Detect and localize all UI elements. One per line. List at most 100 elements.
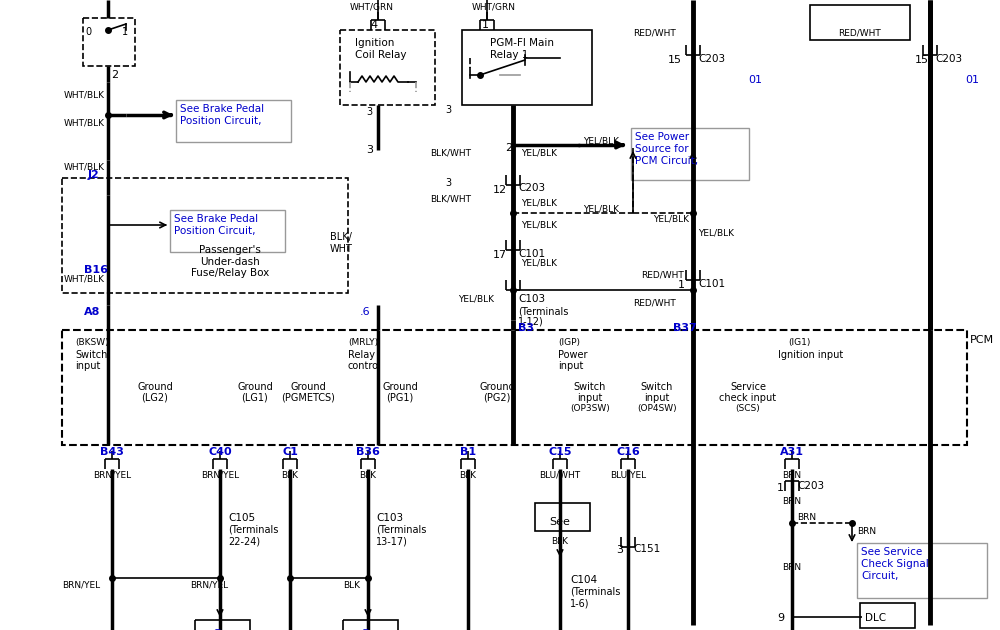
Text: (Terminals: (Terminals — [228, 525, 278, 535]
Text: WHT/GRN: WHT/GRN — [472, 3, 516, 12]
Text: 1-6): 1-6) — [570, 598, 590, 608]
Text: Ignition: Ignition — [355, 38, 394, 48]
Text: 17: 17 — [493, 250, 507, 260]
Text: (Terminals: (Terminals — [518, 306, 568, 316]
Text: 12: 12 — [493, 185, 507, 195]
Text: WHT/GRN: WHT/GRN — [350, 3, 394, 12]
Text: WHT/BLK: WHT/BLK — [64, 90, 105, 99]
Text: Relay 1: Relay 1 — [490, 50, 528, 60]
Text: (Terminals: (Terminals — [570, 587, 620, 597]
Text: Ground: Ground — [237, 382, 273, 392]
Text: BLK/WHT: BLK/WHT — [430, 148, 471, 157]
Text: Switch: Switch — [574, 382, 606, 392]
Text: Position Circuit,: Position Circuit, — [174, 226, 256, 236]
Bar — [83, 18, 135, 66]
Text: check input: check input — [719, 393, 777, 403]
Text: input: input — [644, 393, 670, 403]
Text: G..: G.. — [360, 629, 376, 630]
Text: (Terminals: (Terminals — [376, 525, 426, 535]
Text: (IGP): (IGP) — [558, 338, 580, 347]
Text: BRN: BRN — [797, 513, 816, 522]
Text: 3: 3 — [445, 105, 451, 115]
Text: 15: 15 — [668, 55, 682, 65]
Text: 01: 01 — [965, 75, 979, 85]
Text: BLK/
WHT: BLK/ WHT — [330, 232, 353, 254]
Text: Check Signal: Check Signal — [861, 559, 929, 569]
Bar — [340, 30, 435, 105]
Text: input: input — [558, 361, 583, 371]
Text: BRN: BRN — [782, 471, 802, 480]
Text: 0: 0 — [85, 27, 91, 37]
Text: control: control — [348, 361, 382, 371]
Text: See Power: See Power — [635, 132, 689, 142]
Text: Coil Relay: Coil Relay — [355, 50, 406, 60]
Bar — [857, 543, 987, 598]
Text: A31: A31 — [780, 447, 804, 457]
Text: PCM: PCM — [970, 335, 994, 345]
Text: C15: C15 — [548, 447, 572, 457]
Text: B36: B36 — [356, 447, 380, 457]
Bar — [62, 330, 967, 445]
Text: C103: C103 — [518, 294, 545, 304]
Text: (IG1): (IG1) — [788, 338, 810, 347]
Text: (OP3SW): (OP3SW) — [570, 404, 610, 413]
Text: (LG2): (LG2) — [142, 393, 168, 403]
Text: 3: 3 — [616, 545, 623, 555]
Text: C101: C101 — [698, 279, 725, 289]
Bar — [170, 210, 285, 252]
Text: C151: C151 — [633, 544, 660, 554]
Text: 1: 1 — [777, 483, 784, 493]
Bar — [535, 503, 590, 531]
Text: Switch: Switch — [641, 382, 673, 392]
Text: C203: C203 — [518, 183, 545, 193]
Text: Ground: Ground — [137, 382, 173, 392]
Text: C104: C104 — [570, 575, 597, 585]
Text: .6: .6 — [360, 307, 371, 317]
Text: (MRLY): (MRLY) — [348, 338, 378, 347]
Bar — [860, 603, 915, 628]
Text: BLK: BLK — [360, 471, 376, 480]
Text: 1: 1 — [678, 280, 685, 290]
Text: YEL/BLK: YEL/BLK — [583, 136, 619, 145]
Text: 2: 2 — [505, 143, 512, 153]
Text: 01: 01 — [748, 75, 762, 85]
Text: (OP4SW): (OP4SW) — [637, 404, 677, 413]
Text: G..: G.. — [212, 629, 228, 630]
Text: B16: B16 — [84, 265, 108, 275]
Text: input: input — [75, 361, 100, 371]
Bar — [176, 100, 291, 142]
Text: See Brake Pedal: See Brake Pedal — [180, 104, 264, 114]
Text: 3: 3 — [366, 107, 372, 117]
Text: Position Circuit,: Position Circuit, — [180, 116, 262, 126]
Text: C203: C203 — [935, 54, 962, 64]
Text: Circuit,: Circuit, — [861, 571, 898, 581]
Text: C105: C105 — [228, 513, 255, 523]
Text: J2: J2 — [88, 170, 100, 180]
Bar — [631, 128, 749, 180]
Text: C101: C101 — [518, 249, 545, 259]
Text: See Brake Pedal: See Brake Pedal — [174, 214, 258, 224]
Text: YEL/BLK: YEL/BLK — [583, 205, 619, 214]
Text: 22-24): 22-24) — [228, 536, 260, 546]
Text: Source for: Source for — [635, 144, 689, 154]
Text: Service: Service — [730, 382, 766, 392]
Text: BLK/WHT: BLK/WHT — [430, 195, 471, 204]
Text: Switch: Switch — [75, 350, 107, 360]
Text: (SCS): (SCS) — [736, 404, 760, 413]
Text: BRN/YEL: BRN/YEL — [62, 581, 100, 590]
Text: B43: B43 — [100, 447, 124, 457]
Text: 15: 15 — [915, 55, 929, 65]
Text: (PGMETCS): (PGMETCS) — [281, 393, 335, 403]
Text: 1-12): 1-12) — [518, 316, 544, 326]
Text: DLC: DLC — [865, 613, 886, 623]
Bar — [62, 178, 348, 293]
Text: YEL/BLK: YEL/BLK — [521, 258, 557, 267]
Text: See: See — [550, 517, 570, 527]
Text: (LG1): (LG1) — [242, 393, 268, 403]
Text: (BKSW): (BKSW) — [75, 338, 109, 347]
Text: Power: Power — [558, 350, 588, 360]
Text: (PG1): (PG1) — [386, 393, 414, 403]
Text: WHT/BLK: WHT/BLK — [64, 118, 105, 127]
Text: 1: 1 — [482, 20, 489, 30]
Text: BRN: BRN — [782, 563, 802, 572]
